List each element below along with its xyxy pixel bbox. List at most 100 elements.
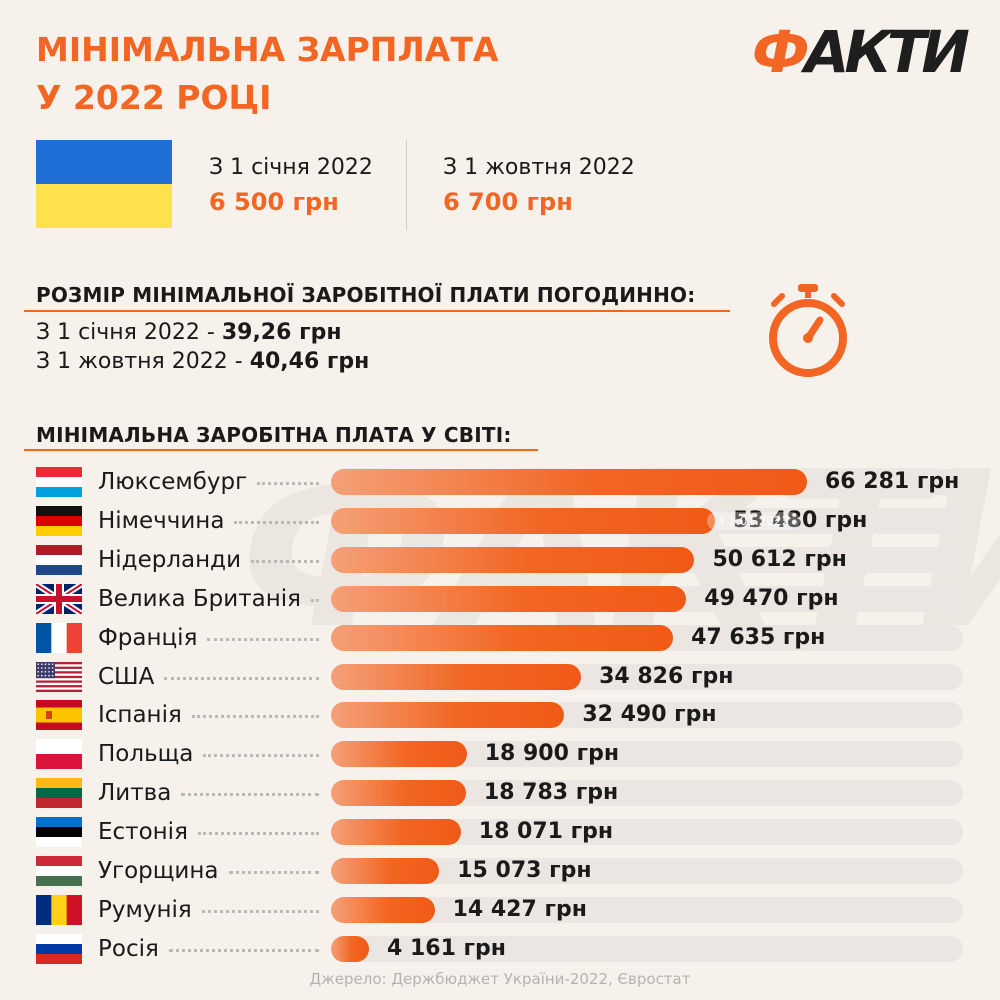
country-label: Угорщина	[98, 858, 219, 884]
title-line-2: У 2022 РОЦІ	[36, 78, 272, 117]
usa-flag-icon	[36, 661, 82, 692]
leader-dots	[203, 754, 319, 758]
spain-flag-icon	[36, 700, 82, 731]
chart-row: Угорщина 15 073 грн	[0, 856, 1000, 886]
value-label: 15 073 грн	[457, 858, 592, 883]
country-label: Росія	[98, 935, 159, 962]
leader-dots	[207, 637, 319, 641]
leader-dots	[311, 598, 319, 602]
value-label: 34 826 грн	[599, 663, 734, 689]
value-label: 14 427 грн	[452, 896, 587, 922]
chart-row: Росія 4 161 грн	[0, 933, 1000, 964]
russia-flag-icon	[36, 933, 82, 964]
leader-dots	[257, 482, 319, 485]
leader-dots	[202, 909, 319, 913]
hourly-line-january: З 1 січня 2022 - 39,26 грн	[36, 320, 342, 345]
hungary-flag-icon	[36, 856, 82, 886]
uk-flag-icon	[36, 583, 82, 614]
country-label: Велика Британія	[98, 585, 301, 612]
bar	[331, 585, 687, 612]
hourly-value: 40,46 грн	[249, 349, 370, 374]
bar	[331, 858, 440, 884]
chart-row: Польща 18 900 грн	[0, 739, 1000, 770]
leader-dots	[192, 715, 319, 719]
value-label: 50 612 грн	[712, 546, 847, 572]
leader-dots	[229, 871, 319, 874]
chart-row: США 34 826 грн	[0, 661, 1000, 692]
bar-annotation: з 1.01.2022	[707, 511, 801, 530]
world-title: МІНІМАЛЬНА ЗАРОБІТНА ПЛАТА У СВІТІ:	[36, 423, 512, 447]
chart-row: Велика Британія 49 470 грн	[0, 583, 1000, 614]
value-label: 4 161 грн	[387, 935, 506, 961]
country-label: Литва	[98, 780, 172, 807]
bar	[331, 741, 467, 768]
min-wage-date: З 1 січня 2022	[209, 155, 373, 180]
hourly-title: РОЗМІР МІНІМАЛЬНОЇ ЗАРОБІТНОЇ ПЛАТИ ПОГО…	[36, 283, 696, 307]
stopwatch-icon	[769, 284, 847, 377]
hourly-date: З 1 січня 2022 -	[36, 320, 222, 345]
chart-row: Іспанія 32 490 грн	[0, 700, 1000, 731]
chart-row: Нідерланди 50 612 грн	[0, 544, 1000, 575]
min-wage-amount: 6 500 грн	[209, 188, 339, 216]
country-label: США	[98, 663, 155, 690]
source-note: Джерело: Держбюджет України-2022, Єврост…	[309, 970, 691, 988]
country-label: Нідерланди	[98, 546, 242, 573]
country-label: Естонія	[98, 819, 188, 846]
chart-row: Німеччина 53 480 грн з 1.01.2022	[0, 505, 1000, 536]
hourly-date: З 1 жовтня 2022 -	[36, 349, 250, 374]
country-label: Польща	[98, 741, 194, 768]
lithuania-flag-icon	[36, 778, 82, 809]
min-wage-january: З 1 січня 2022 6 500 грн	[209, 155, 373, 216]
luxembourg-flag-icon	[36, 467, 82, 497]
bar	[331, 819, 461, 846]
value-label: 53 480 грн	[733, 507, 868, 533]
bar	[331, 546, 695, 573]
min-wage-amount: 6 700 грн	[443, 188, 573, 216]
hourly-value: 39,26 грн	[221, 320, 342, 345]
chart-row: Франція 47 635 грн	[0, 622, 1000, 653]
leader-dots	[164, 676, 319, 680]
fakty-logo: ФАКТИ	[752, 18, 970, 86]
value-label: 66 281 грн	[825, 469, 960, 494]
bar-track	[331, 935, 963, 962]
leader-dots	[234, 520, 319, 524]
country-label: Франція	[98, 624, 198, 651]
leader-dots	[181, 793, 319, 797]
hourly-title-underline	[24, 310, 730, 312]
country-label: Люксембург	[98, 469, 248, 495]
leader-dots	[169, 948, 319, 952]
country-label: Румунія	[98, 896, 192, 923]
chart-row: Литва 18 783 грн	[0, 778, 1000, 809]
bar-track	[331, 896, 963, 923]
title-line-1: МІНІМАЛЬНА ЗАРПЛАТА	[36, 30, 499, 69]
bar	[331, 624, 674, 651]
hourly-line-october: З 1 жовтня 2022 - 40,46 грн	[36, 349, 369, 374]
value-label: 18 783 грн	[483, 780, 619, 806]
min-wage-date: З 1 жовтня 2022	[443, 155, 635, 180]
divider	[406, 140, 407, 230]
ukraine-flag-icon	[36, 140, 172, 228]
value-label: 32 490 грн	[582, 702, 717, 728]
bar	[331, 702, 565, 729]
romania-flag-icon	[36, 894, 82, 925]
value-label: 47 635 грн	[691, 624, 826, 650]
france-flag-icon	[36, 622, 82, 653]
leader-dots	[251, 559, 319, 563]
bar	[331, 663, 582, 690]
chart-row: Румунія 14 427 грн	[0, 894, 1000, 925]
bar	[331, 896, 435, 923]
bar	[331, 469, 807, 495]
value-label: 18 071 грн	[478, 819, 614, 845]
chart-row: Естонія 18 071 грн	[0, 817, 1000, 848]
germany-flag-icon	[36, 505, 82, 536]
value-label: 18 900 грн	[484, 741, 620, 767]
bar	[331, 507, 716, 534]
netherlands-flag-icon	[36, 544, 82, 575]
bar	[331, 935, 369, 962]
leader-dots	[198, 832, 319, 836]
estonia-flag-icon	[36, 817, 82, 848]
chart-row: Люксембург 66 281 грн	[0, 467, 1000, 497]
bar	[331, 780, 466, 807]
world-title-underline	[24, 449, 538, 451]
